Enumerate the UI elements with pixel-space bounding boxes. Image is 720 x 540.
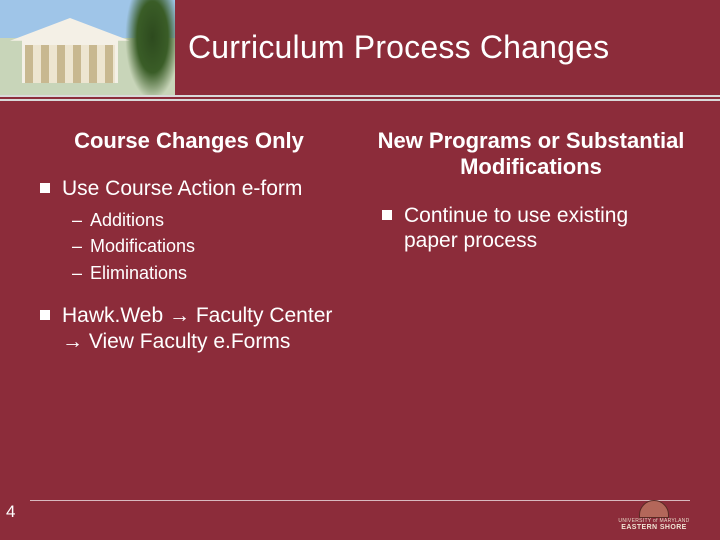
sublist: Additions Modifications Eliminations	[72, 208, 344, 285]
column-left: Course Changes Only Use Course Action e-…	[18, 118, 360, 490]
column-right-heading: New Programs or Substantial Modification…	[376, 118, 686, 203]
list-item-text: Continue to use existing paper process	[404, 204, 628, 253]
column-right-list: Continue to use existing paper process	[382, 203, 686, 254]
slide-header: Curriculum Process Changes	[0, 0, 720, 100]
sublist-item: Eliminations	[72, 261, 344, 285]
university-logo: UNIVERSITY of MARYLAND EASTERN SHORE	[610, 498, 698, 534]
header-photo	[0, 0, 175, 95]
sublist-item: Modifications	[72, 234, 344, 258]
logo-dome-icon	[639, 500, 669, 518]
header-photo-tree	[125, 0, 175, 95]
column-left-list: Use Course Action e-form Additions Modif…	[40, 176, 344, 354]
slide-footer: 4 UNIVERSITY of MARYLAND EASTERN SHORE	[0, 492, 720, 540]
column-left-heading: Course Changes Only	[34, 118, 344, 176]
footer-rule	[30, 500, 690, 501]
title-wrap: Curriculum Process Changes	[188, 0, 710, 95]
list-item: Hawk.Web → Faculty Center → View Faculty…	[40, 303, 344, 354]
list-item-text: Use Course Action e-form	[62, 177, 302, 200]
column-right: New Programs or Substantial Modification…	[360, 118, 702, 490]
sublist-item: Additions	[72, 208, 344, 232]
content-area: Course Changes Only Use Course Action e-…	[0, 118, 720, 490]
page-number: 4	[6, 502, 15, 522]
slide-title: Curriculum Process Changes	[188, 29, 609, 66]
logo-line2: EASTERN SHORE	[621, 524, 687, 532]
list-item-text: Hawk.Web → Faculty Center → View Faculty…	[62, 304, 332, 353]
header-double-rule	[0, 95, 720, 101]
list-item: Use Course Action e-form Additions Modif…	[40, 176, 344, 285]
list-item: Continue to use existing paper process	[382, 203, 686, 254]
